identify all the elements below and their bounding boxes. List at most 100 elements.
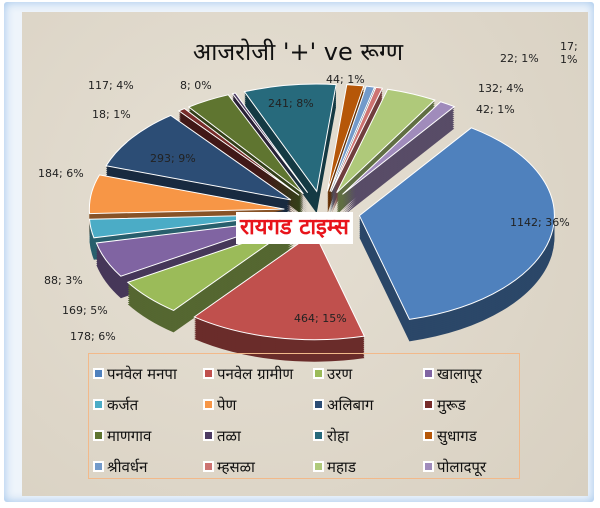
slice-top: [336, 88, 436, 194]
legend-swatch: [93, 430, 104, 441]
slice-top: [329, 85, 376, 192]
legend-item: पोलादपूर: [423, 451, 523, 482]
legend-item: मुरूड: [423, 389, 523, 420]
slice-top: [88, 174, 285, 215]
data-label: 293; 9%: [150, 152, 196, 165]
legend-label: पोलादपूर: [437, 457, 487, 476]
data-label: 22; 1%: [500, 52, 539, 65]
legend-swatch: [313, 399, 324, 410]
slice-side: [331, 91, 383, 196]
legend-label: कर्जत: [107, 395, 139, 414]
legend-label: तळा: [217, 426, 241, 445]
legend-label: श्रीवर्धन: [107, 457, 148, 476]
slice-top: [243, 83, 337, 193]
pie-slice-15: [342, 101, 456, 217]
legend-item: रोहा: [313, 420, 423, 451]
slice-top: [187, 94, 304, 195]
legend-item: कर्जत: [93, 389, 203, 420]
pie-slice-2: [126, 225, 294, 333]
data-label: 18; 1%: [92, 108, 131, 121]
slice-top: [88, 214, 285, 239]
slice-side: [232, 99, 308, 199]
data-label: 17; 1%: [560, 40, 578, 66]
data-label: 8; 0%: [180, 79, 212, 92]
slice-side: [178, 116, 300, 204]
watermark-logo: रायगड टाइम्स: [236, 212, 353, 244]
legend-item: तळा: [203, 420, 313, 451]
legend-swatch: [423, 461, 434, 472]
legend-label: खालापूर: [437, 364, 482, 383]
legend-swatch: [423, 368, 434, 379]
legend-label: महाड: [327, 457, 356, 476]
legend-item: खालापूर: [423, 358, 523, 389]
legend-item: पनवेल मनपा: [93, 358, 203, 389]
pie-slice-6: [105, 114, 292, 222]
legend-swatch: [203, 368, 214, 379]
slice-side: [331, 97, 383, 202]
legend-swatch: [313, 461, 324, 472]
data-label: 178; 6%: [70, 330, 116, 343]
slice-top: [177, 107, 300, 196]
data-label: 42; 1%: [476, 103, 515, 116]
data-label: 44; 1%: [326, 73, 365, 86]
legend-swatch: [203, 399, 214, 410]
data-label: 1142; 36%: [510, 216, 570, 229]
slice-top: [231, 92, 309, 193]
data-label: 88; 3%: [44, 274, 83, 287]
legend-label: पनवेल ग्रामीण: [217, 364, 294, 383]
data-label: 464; 15%: [294, 312, 347, 325]
legend-item: सुधागड: [423, 420, 523, 451]
legend-swatch: [93, 399, 104, 410]
slice-top: [330, 86, 384, 192]
legend-item: म्हसळा: [203, 451, 313, 482]
slice-side: [327, 90, 364, 198]
legend-swatch: [313, 368, 324, 379]
legend-label: रोहा: [327, 426, 349, 445]
legend-swatch: [93, 461, 104, 472]
legend-item: उरण: [313, 358, 423, 389]
legend-label: पेण: [217, 395, 237, 414]
slice-side: [178, 114, 300, 202]
slice-top: [126, 225, 294, 312]
slice-side: [331, 95, 383, 200]
pie-slice-0: [358, 127, 555, 342]
slice-side: [232, 97, 308, 197]
legend-item: पनवेल ग्रामीण: [203, 358, 313, 389]
chart-title: आजरोजी '+' ve रूग्ण: [193, 38, 404, 66]
legend-item: अलिबाग: [313, 389, 423, 420]
legend-swatch: [203, 461, 214, 472]
legend-item: माणगाव: [93, 420, 203, 451]
slice-side: [178, 118, 300, 206]
slice-side: [331, 89, 383, 194]
legend-label: अलिबाग: [327, 395, 374, 414]
slice-top: [193, 231, 366, 341]
slice-top: [326, 84, 365, 192]
slice-side: [327, 88, 364, 196]
slice-top: [342, 101, 456, 195]
legend-item: महाड: [313, 451, 423, 482]
legend-label: म्हसळा: [217, 457, 255, 476]
legend-item: पेण: [203, 389, 313, 420]
pie-slice-1: [193, 231, 366, 362]
legend-swatch: [93, 368, 104, 379]
legend-label: मुरूड: [437, 395, 466, 414]
data-label: 241; 8%: [268, 97, 314, 110]
data-label: 117; 4%: [88, 79, 134, 92]
legend-label: उरण: [327, 364, 353, 383]
slice-side: [178, 112, 300, 200]
slice-side: [331, 93, 383, 198]
legend: पनवेल मनपा पनवेल ग्रामीण उरण खालापूर कर्जत पे…: [88, 353, 520, 479]
legend-swatch: [313, 430, 324, 441]
pie-slice-10: [243, 83, 337, 214]
legend-swatch: [423, 430, 434, 441]
legend-label: सुधागड: [437, 426, 477, 445]
slice-top: [358, 127, 555, 320]
legend-item: श्रीवर्धन: [93, 451, 203, 482]
data-label: 132; 4%: [478, 82, 524, 95]
slice-top: [105, 114, 292, 201]
legend-label: पनवेल मनपा: [107, 364, 177, 383]
data-label: 184; 6%: [38, 167, 84, 180]
data-label: 169; 5%: [62, 304, 108, 317]
slice-side: [232, 95, 308, 195]
